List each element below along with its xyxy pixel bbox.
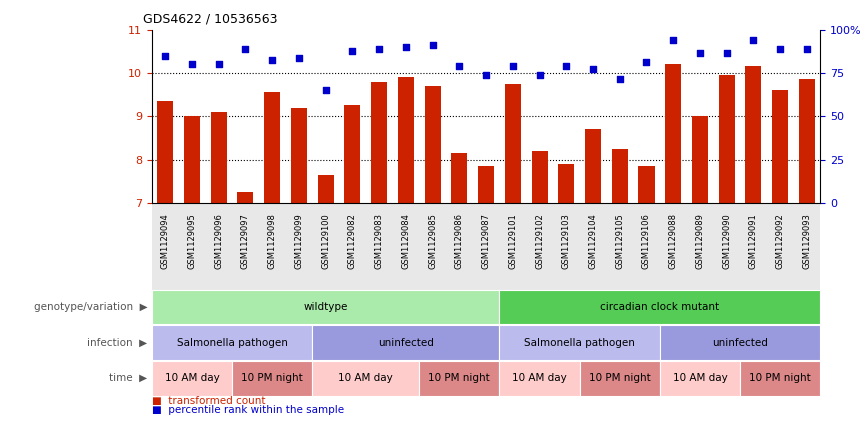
Point	[292, 55, 306, 61]
Point	[586, 65, 600, 72]
Point	[399, 44, 413, 50]
Bar	[264, 93, 280, 203]
Text: 10 AM day: 10 AM day	[339, 373, 393, 383]
Text: wildtype: wildtype	[304, 302, 348, 312]
Bar	[478, 166, 494, 203]
Bar	[558, 164, 575, 203]
Text: genotype/variation  ▶: genotype/variation ▶	[34, 302, 148, 312]
Bar	[692, 116, 708, 203]
Point	[239, 46, 253, 52]
Bar	[719, 75, 734, 203]
Bar	[639, 166, 654, 203]
Bar	[746, 66, 761, 203]
Bar	[398, 77, 414, 203]
Text: ■  percentile rank within the sample: ■ percentile rank within the sample	[152, 404, 344, 415]
Text: Salmonella pathogen: Salmonella pathogen	[524, 338, 635, 348]
Bar	[372, 82, 387, 203]
Bar	[345, 105, 360, 203]
Bar	[612, 149, 628, 203]
Point	[266, 57, 279, 63]
Text: GDS4622 / 10536563: GDS4622 / 10536563	[143, 13, 278, 26]
Text: uninfected: uninfected	[712, 338, 768, 348]
Bar	[211, 112, 227, 203]
Point	[800, 46, 814, 52]
Text: ■  transformed count: ■ transformed count	[152, 396, 266, 406]
Bar	[531, 151, 548, 203]
Point	[773, 46, 787, 52]
Text: uninfected: uninfected	[378, 338, 434, 348]
Point	[158, 52, 172, 59]
Bar	[665, 64, 681, 203]
Text: circadian clock mutant: circadian clock mutant	[601, 302, 720, 312]
Point	[319, 87, 332, 94]
Text: infection  ▶: infection ▶	[88, 338, 148, 348]
Point	[185, 61, 199, 68]
Bar	[157, 101, 174, 203]
Point	[345, 48, 359, 55]
Text: Salmonella pathogen: Salmonella pathogen	[177, 338, 287, 348]
Point	[640, 59, 654, 66]
Bar	[451, 153, 467, 203]
Text: time  ▶: time ▶	[109, 373, 148, 383]
Point	[212, 61, 226, 68]
Point	[479, 72, 493, 79]
Bar	[505, 84, 521, 203]
Point	[425, 41, 439, 48]
Point	[452, 63, 466, 70]
Bar	[773, 91, 788, 203]
Point	[533, 72, 547, 79]
Bar	[238, 192, 253, 203]
Point	[746, 37, 760, 44]
Text: 10 AM day: 10 AM day	[673, 373, 727, 383]
Point	[667, 37, 681, 44]
Bar	[184, 116, 200, 203]
Bar	[585, 129, 601, 203]
Point	[720, 50, 733, 57]
Bar	[424, 86, 441, 203]
Point	[506, 63, 520, 70]
Bar	[799, 80, 815, 203]
Text: 10 PM night: 10 PM night	[241, 373, 303, 383]
Text: 10 PM night: 10 PM night	[429, 373, 490, 383]
Point	[613, 76, 627, 83]
Text: 10 PM night: 10 PM night	[749, 373, 811, 383]
Point	[372, 46, 386, 52]
Bar	[318, 175, 333, 203]
Text: 10 AM day: 10 AM day	[512, 373, 567, 383]
Text: 10 PM night: 10 PM night	[589, 373, 651, 383]
Point	[559, 63, 573, 70]
Point	[693, 50, 707, 57]
Bar	[291, 108, 307, 203]
Text: 10 AM day: 10 AM day	[165, 373, 220, 383]
